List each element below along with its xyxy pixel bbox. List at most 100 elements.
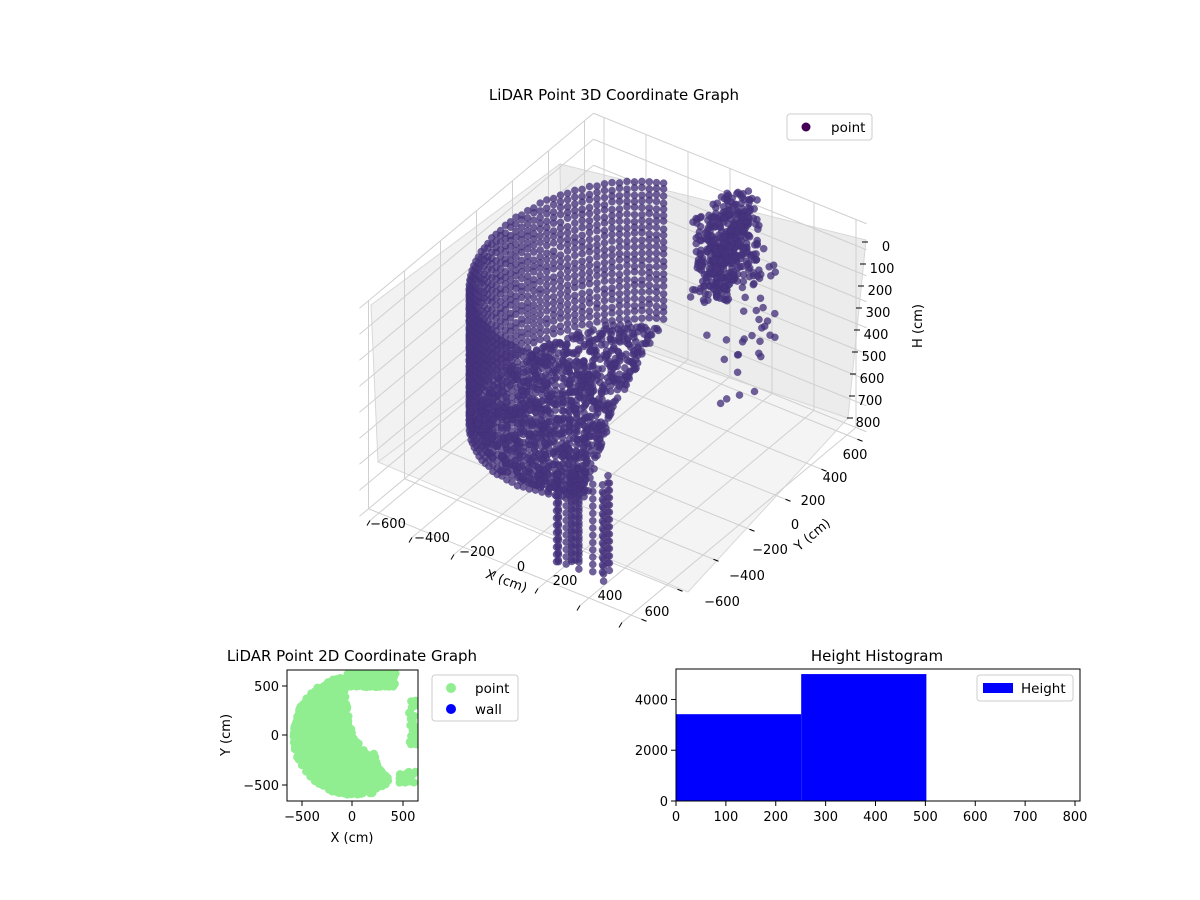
data-point [722,336,731,344]
data-point [337,778,346,787]
data-point [589,509,597,518]
chart-3d-zlabel: H (cm) [911,304,926,348]
data-point [645,274,654,283]
data-point [573,365,582,374]
data-point [659,250,668,258]
x-tick-label: −200 [459,545,495,560]
legend-3d: point [786,113,873,141]
z-tick-label: 200 [868,284,893,299]
data-point [335,751,344,760]
data-point [556,263,565,272]
data-point [571,265,579,273]
data-point [571,322,579,331]
data-point [543,196,551,204]
data-point [593,226,601,235]
data-point [608,237,616,245]
z-tick-label: 300 [866,306,891,321]
data-point [339,732,348,741]
data-point [346,671,355,680]
grid-line [579,410,815,606]
y-tick-mark [641,618,647,622]
data-point [645,307,654,316]
data-point [563,254,572,263]
data-point [716,399,725,408]
data-point [652,197,661,206]
data-point [543,334,551,343]
data-point [600,186,609,195]
data-point [554,526,563,535]
data-point [563,293,572,301]
data-point [659,315,668,324]
data-point [549,232,558,241]
data-point [536,335,545,344]
data-point [638,288,646,296]
data-point [530,307,538,316]
data-point [753,239,761,248]
y-tick-mark [785,498,791,502]
data-point [371,677,380,686]
data-point [585,235,594,244]
grid-line [359,112,594,309]
data-point [549,285,558,294]
data-point [563,267,572,275]
data-point [623,203,631,211]
data-point [549,239,558,247]
data-point [589,538,597,547]
data-point [638,183,646,192]
data-point [549,219,558,227]
data-point [593,271,601,280]
data-point [536,303,545,312]
data-point [615,315,624,323]
data-point [589,560,597,569]
data-point [589,553,597,561]
data-point [615,263,624,271]
data-point [556,242,565,251]
data-point [334,710,343,719]
data-point [506,314,515,323]
data-point [320,778,329,787]
data-point [716,219,724,228]
data-point [745,232,754,241]
data-point [554,414,563,423]
data-point [523,367,532,375]
data-point [742,257,751,265]
z-tick-label: 700 [858,394,883,409]
data-point [728,258,736,266]
data-point [609,344,618,353]
data-point [645,235,654,244]
data-point [759,303,767,312]
data-point [600,258,609,267]
data-point [755,315,763,324]
data-point [318,707,326,716]
data-point [578,281,586,290]
data-point [709,237,718,246]
data-point [487,371,496,380]
data-point [530,294,538,302]
data-point [727,226,735,234]
data-point [723,189,731,198]
data-point [352,677,360,686]
data-point [754,225,762,233]
data-point [604,471,612,480]
data-point [630,280,639,289]
data-point [578,243,586,251]
data-point [720,233,729,241]
data-point [321,756,330,765]
data-point [543,241,551,250]
data-point [645,300,654,309]
grid-line [593,268,867,381]
data-point [294,710,303,719]
data-point [623,224,631,232]
data-point [593,207,601,216]
data-point [600,232,609,240]
data-point [630,267,639,276]
data-point [578,263,586,272]
data-point [556,327,565,336]
data-point [593,279,601,287]
data-point [593,214,601,222]
data-point [652,302,661,311]
data-point [307,689,316,698]
data-point [527,417,535,425]
data-point [556,314,565,323]
